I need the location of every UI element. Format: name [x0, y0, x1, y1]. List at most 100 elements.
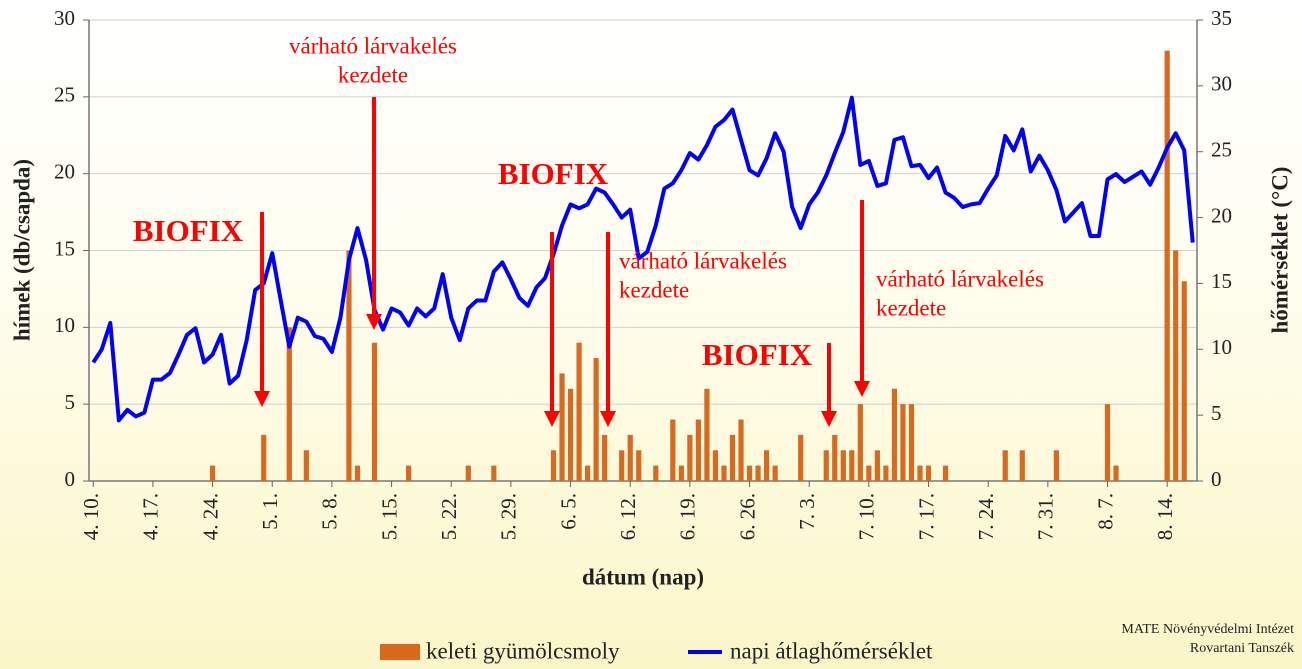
bar: [678, 465, 684, 481]
bar: [465, 465, 471, 481]
arrow-head: [821, 411, 837, 427]
y2-tick-label: 20: [1211, 203, 1232, 227]
x-tick-label: 7. 17.: [914, 493, 938, 540]
bar: [602, 434, 608, 481]
x-tick-label: 4. 10.: [79, 493, 103, 540]
bar: [738, 419, 744, 481]
bar: [840, 450, 846, 481]
bar: [550, 450, 557, 481]
x-tick-label: 7. 10.: [855, 493, 879, 540]
bar: [354, 465, 361, 481]
bar: [371, 342, 378, 481]
bar: [576, 342, 582, 481]
y-tick-label: 5: [65, 390, 76, 414]
source-line: Rovartani Tanszék: [1190, 641, 1294, 656]
bar: [593, 358, 599, 481]
bar: [286, 327, 292, 481]
legend-label: napi átlaghőmérséklet: [730, 638, 933, 663]
x-tick-label: 5. 1.: [258, 493, 282, 530]
bar: [636, 450, 642, 481]
bar: [1164, 50, 1170, 481]
x-axis-title: dátum (nap): [582, 564, 704, 589]
y2-tick-label: 5: [1211, 401, 1222, 425]
source-line: MATE Növényvédelmi Intézet: [1121, 622, 1294, 637]
bar: [883, 465, 889, 481]
larva-label: várható lárvakelés: [619, 248, 787, 273]
x-tick-label: 5. 22.: [437, 493, 461, 540]
bar: [1173, 250, 1179, 481]
bar: [491, 465, 497, 481]
arrow-head: [600, 411, 616, 427]
y2-tick-label: 15: [1211, 269, 1232, 293]
bar: [261, 434, 267, 481]
x-tick-label: 6. 5.: [556, 493, 580, 530]
bar: [763, 450, 770, 481]
x-tick-label: 5. 8.: [318, 493, 342, 530]
bar: [406, 465, 412, 481]
arrow-head: [366, 314, 382, 330]
bar: [721, 465, 727, 481]
x-tick-label: 5. 29.: [497, 493, 521, 540]
y2-tick-label: 35: [1211, 6, 1232, 30]
biofix-label: BIOFIX: [133, 213, 244, 248]
bar: [832, 434, 838, 481]
y2-tick-label: 30: [1211, 72, 1232, 96]
x-tick-label: 7. 3.: [795, 493, 819, 530]
y2-tick-label: 25: [1211, 138, 1232, 162]
x-tick-label: 6. 26.: [735, 493, 759, 540]
y-tick-label: 10: [54, 313, 75, 337]
biofix-label: BIOFIX: [702, 337, 813, 372]
bar: [917, 465, 923, 481]
bar: [303, 450, 309, 481]
bar: [1113, 465, 1119, 481]
bar: [891, 388, 898, 481]
y2-tick-label: 10: [1211, 335, 1232, 359]
bar: [798, 434, 804, 481]
bar: [670, 419, 676, 481]
bar: [585, 465, 591, 481]
arrow-head: [854, 381, 870, 397]
y-tick-label: 25: [54, 83, 75, 107]
x-tick-label: 7. 31.: [1034, 493, 1058, 540]
larva-label: kezdete: [619, 277, 689, 302]
x-tick-label: 4. 17.: [139, 493, 163, 540]
legend-label: keleti gyümölcsmoly: [426, 638, 620, 663]
bar: [925, 465, 932, 481]
bar: [874, 450, 880, 481]
larva-label: várható lárvakelés: [289, 33, 457, 58]
bar: [567, 388, 574, 481]
biofix-label: BIOFIX: [498, 156, 609, 191]
bar: [1053, 450, 1059, 481]
x-tick-label: 8. 7.: [1093, 493, 1117, 530]
bar: [704, 388, 710, 481]
bar: [619, 450, 625, 481]
x-tick-label: 4. 24.: [198, 493, 222, 540]
x-tick-label: 8. 14.: [1153, 493, 1177, 540]
legend-swatch: [380, 644, 420, 660]
y2-tick-label: 0: [1211, 467, 1222, 491]
bar: [849, 450, 855, 481]
bar: [942, 465, 949, 481]
y-tick-label: 0: [65, 467, 76, 491]
x-tick-label: 5. 15.: [377, 493, 401, 540]
bar: [729, 434, 736, 481]
bar: [772, 465, 778, 481]
bar: [559, 373, 565, 481]
bar: [653, 465, 659, 481]
larva-label: várható lárvakelés: [876, 266, 1044, 291]
y-tick-label: 20: [54, 159, 75, 183]
larva-label: kezdete: [876, 295, 946, 320]
y-tick-label: 30: [54, 6, 75, 30]
temperature-line: [91, 95, 1195, 423]
y-axis-title: hímek (db/csapda): [9, 159, 34, 341]
arrow-head: [544, 411, 560, 427]
bar: [823, 450, 829, 481]
bar: [908, 404, 915, 481]
bar: [627, 434, 633, 481]
bar: [1019, 450, 1025, 481]
bar: [857, 404, 863, 481]
x-tick-label: 7. 24.: [974, 493, 998, 540]
x-tick-label: 6. 19.: [676, 493, 700, 540]
